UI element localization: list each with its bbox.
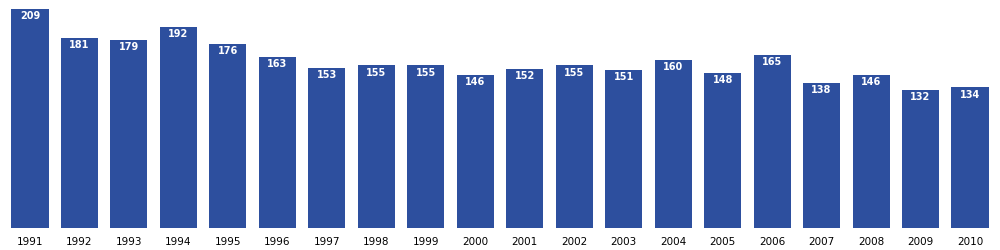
Bar [655,60,692,228]
Bar [110,40,147,228]
Bar [902,90,939,228]
Bar [61,38,98,228]
Text: 151: 151 [614,72,634,82]
Bar [556,66,593,228]
Text: 160: 160 [663,62,683,72]
Text: 153: 153 [317,70,337,80]
Text: 152: 152 [515,71,535,81]
Text: 134: 134 [960,90,980,100]
Bar [754,55,791,228]
Text: 176: 176 [218,46,238,56]
Text: 132: 132 [910,92,931,102]
Bar [506,69,543,228]
Bar [259,57,296,228]
Text: 165: 165 [762,57,782,67]
Text: 181: 181 [69,40,90,50]
Bar [358,66,395,228]
Bar [407,66,444,228]
Text: 155: 155 [416,68,436,78]
Text: 155: 155 [564,68,584,78]
Bar [209,44,246,228]
Bar [457,75,494,228]
Bar [605,70,642,228]
Bar [853,75,890,228]
Text: 209: 209 [20,11,40,21]
Bar [704,73,741,228]
Bar [160,27,197,228]
Text: 163: 163 [267,59,287,69]
Bar [308,68,345,228]
Text: 179: 179 [119,42,139,52]
Bar [11,9,49,228]
Text: 155: 155 [366,68,386,78]
Bar [951,88,989,228]
Text: 138: 138 [811,85,832,95]
Text: 146: 146 [465,77,485,87]
Bar [803,83,840,228]
Text: 148: 148 [712,75,733,85]
Text: 146: 146 [861,77,881,87]
Text: 192: 192 [168,29,189,39]
